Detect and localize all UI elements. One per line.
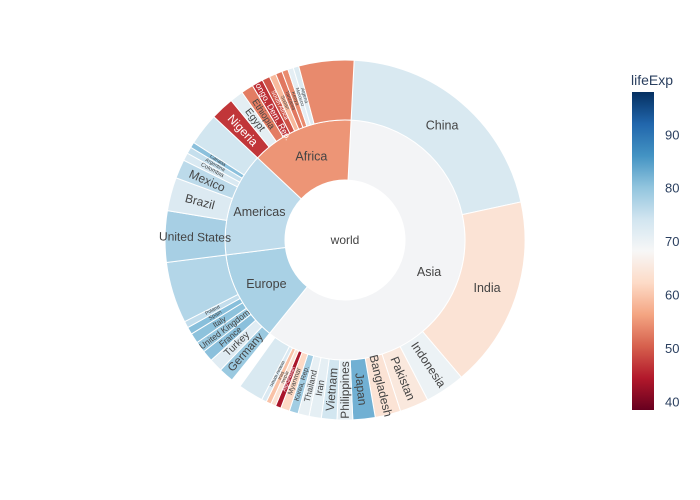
country-label: Philippines [338, 361, 352, 418]
country-wedge[interactable] [239, 336, 291, 401]
country-label: Algeria [299, 87, 309, 104]
colorbar-tick-label: 70 [665, 234, 679, 249]
country-label: United States [159, 229, 231, 244]
colorbar-tick-label: 50 [665, 341, 679, 356]
colorbar: lifeExp 40 50 60 70 80 90 [631, 72, 679, 410]
continent-label: Africa [295, 150, 327, 164]
colorbar-tick-label: 90 [665, 127, 679, 142]
country-label: Iraq [277, 370, 286, 381]
colorbar-tick-label: 40 [665, 394, 679, 409]
colorbar-tick-label: 60 [665, 288, 679, 303]
continent-label: Americas [233, 205, 285, 219]
sunburst-root[interactable] [285, 180, 405, 300]
sunburst: worldAsiaChinaIndiaIndonesiaPakistanBang… [159, 59, 526, 421]
colorbar-tick-label: 80 [665, 181, 679, 196]
country-label: Kenya [290, 91, 300, 107]
country-label: Sudan [279, 95, 290, 111]
colorbar-title: lifeExp [631, 72, 673, 88]
country-label: Vietnam [323, 367, 341, 411]
country-label: Morocco [294, 87, 306, 107]
root-label: world [330, 233, 360, 247]
continent-label: Europe [246, 277, 286, 291]
country-wedge[interactable] [298, 59, 355, 125]
country-label: Japan [352, 372, 369, 406]
country-label: India [473, 281, 500, 295]
continent-label: Asia [417, 265, 441, 279]
colorbar-ticks: 40 50 60 70 80 90 [665, 127, 679, 409]
colorbar-gradient [632, 92, 654, 410]
country-label: Iran [314, 379, 327, 397]
country-label: China [426, 119, 459, 133]
country-label: Nepal [280, 370, 291, 384]
